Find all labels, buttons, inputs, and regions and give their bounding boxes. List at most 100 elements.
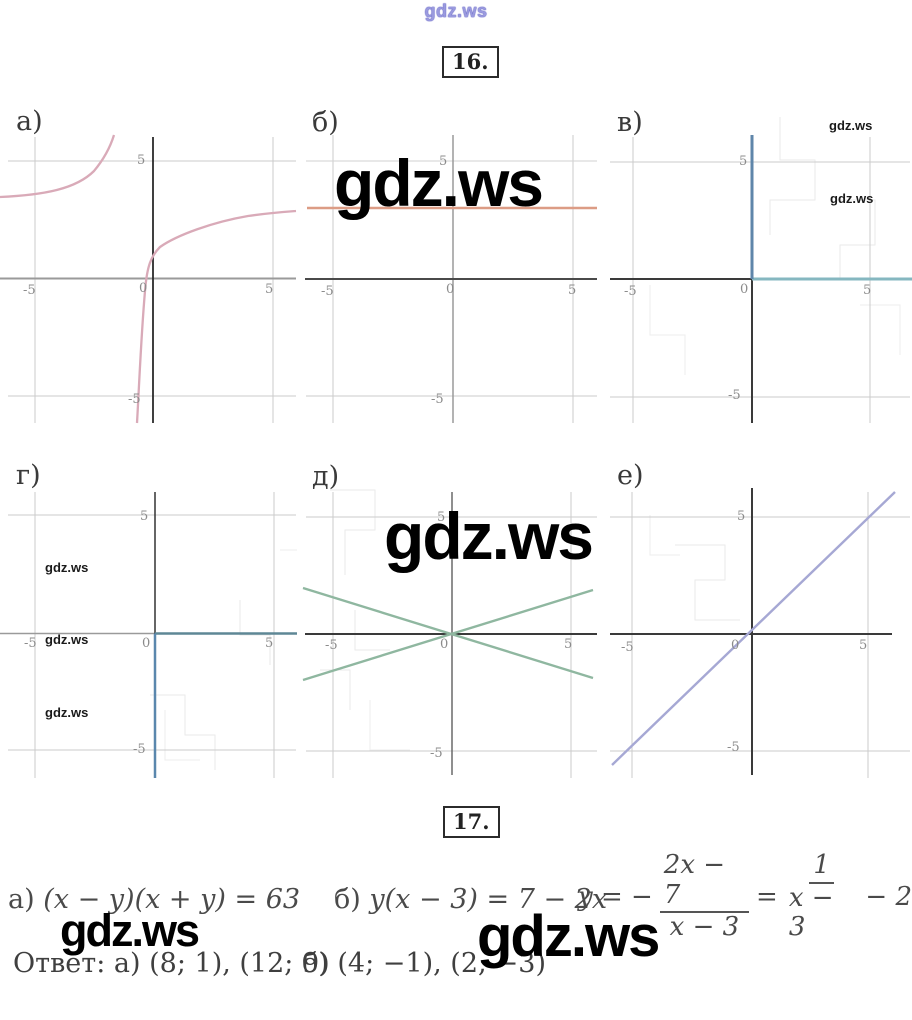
scan-artifact (330, 489, 376, 575)
graph-v-canvas (610, 117, 912, 423)
y-tick: -5 (128, 392, 141, 407)
y-tick: -5 (430, 746, 443, 761)
equation-part-b: б) y(x − 3) = 7 − 2x (334, 884, 607, 915)
line-positive-slope (302, 588, 594, 682)
scan-artifact (320, 610, 390, 710)
graph-panel-d: д) -5 0 5 5 -5 (300, 460, 612, 790)
x-tick: 5 (863, 283, 872, 298)
watermark-gdzws-small: gdz.ws (45, 705, 89, 720)
answer-prefix: Ответ: (13, 948, 106, 979)
y-tick: 5 (137, 153, 146, 168)
y-tick: -5 (728, 388, 741, 403)
fraction-1-denominator: x − 3 (669, 912, 740, 943)
answer-b-value: (4; −1), (2; −3) (337, 948, 547, 979)
y-tick: 5 (737, 509, 746, 524)
fraction-1: 2x − 7 x − 3 (659, 850, 750, 944)
answer-left: Ответ: а) (8; 1), (12; 9) (13, 948, 330, 979)
panel-label-e: е) (617, 460, 644, 491)
y-tick: 5 (140, 509, 149, 524)
x-tick: 5 (265, 636, 274, 651)
scan-artifact (164, 549, 297, 761)
curve-hyperbola-right (135, 209, 297, 424)
graph-e-canvas (610, 488, 910, 778)
x-tick: -5 (24, 636, 37, 651)
watermark-gdzws-small: gdz.ws (829, 118, 873, 133)
x-tick: -5 (621, 640, 634, 655)
x-tick: -5 (23, 283, 36, 298)
graph-panel-e: е) -5 0 5 5 -5 (610, 460, 912, 790)
x-tick: 5 (859, 638, 868, 653)
watermark-gdzws-small: gdz.ws (45, 632, 89, 647)
x-tick: -5 (624, 284, 637, 299)
equation-lhs: y = − (578, 882, 653, 912)
graph-panel-a: а) -5 0 5 5 -5 (0, 105, 297, 435)
scan-artifact (769, 117, 816, 235)
graph-panel-g: г) -5 0 5 5 -5 (0, 460, 297, 790)
equation-b-label: б) (334, 884, 361, 915)
scan-artifact (369, 700, 410, 751)
x-tick: 5 (564, 637, 573, 652)
y-tick: 5 (439, 154, 448, 169)
y-tick: 5 (739, 154, 748, 169)
x-tick: 0 (440, 637, 449, 652)
graph-g-canvas (0, 492, 297, 778)
x-tick: -5 (325, 638, 338, 653)
problem-17-number: 17. (443, 806, 500, 839)
panel-label-a: а) (16, 106, 43, 137)
scan-artifact (649, 285, 901, 375)
watermark-gdzws-bottom-left: gdz.ws (60, 905, 200, 956)
equation-a-label: а) (8, 884, 35, 915)
problem-16-number: 16. (442, 46, 499, 79)
scan-artifact (649, 515, 680, 556)
equation-tail: − 2 (865, 882, 912, 912)
fraction-1-numerator: 2x − 7 (659, 850, 750, 914)
y-tick: 5 (437, 510, 446, 525)
graph-b-canvas (305, 135, 597, 423)
answer-a-label: а) (113, 948, 141, 979)
watermark-gdzws-bottom-center: gdz.ws (477, 904, 660, 969)
watermark-gdzws-graph-b: gdz.ws (334, 146, 544, 220)
scan-artifact (239, 600, 271, 665)
answer-b-label: б) (302, 948, 329, 979)
x-tick: 5 (265, 282, 274, 297)
scan-artifact (150, 694, 216, 770)
panel-label-d: д) (312, 461, 340, 492)
watermark-gdzws-graph-d: gdz.ws (384, 499, 594, 573)
x-tick: 0 (446, 282, 455, 297)
watermark-gdzws-top: gdz.ws (424, 1, 488, 21)
fraction-2-numerator: 1 (809, 850, 834, 884)
line-y-equals-x (611, 491, 896, 766)
equation-transform: y = − 2x − 7 x − 3 = 1 x − 3 − 2 (578, 850, 912, 943)
fraction-2: 1 x − 3 (785, 850, 859, 944)
watermark-gdzws-small: gdz.ws (45, 560, 89, 575)
graph-panel-v: в) -5 0 5 5 -5 (610, 105, 912, 435)
graph-a-canvas (0, 134, 297, 424)
graph-d-canvas (302, 489, 597, 778)
scan-artifact (835, 199, 876, 280)
panel-label-b: б) (312, 107, 339, 138)
x-tick: -5 (321, 284, 334, 299)
x-tick: 0 (142, 636, 151, 651)
equation-part-a: а) (x − y)(x + y) = 63 (8, 884, 300, 915)
watermark-gdzws-small: gdz.ws (830, 191, 874, 206)
y-tick: -5 (431, 392, 444, 407)
equation-b-body: y(x − 3) = 7 − 2x (369, 884, 608, 915)
x-tick: 0 (139, 281, 148, 296)
scan-artifact (675, 544, 740, 621)
y-tick: -5 (727, 740, 740, 755)
x-tick: 0 (740, 282, 749, 297)
y-tick: -5 (133, 742, 146, 757)
line-negative-slope (302, 586, 594, 680)
equals-sign: = (756, 882, 778, 912)
graph-panel-b: б) -5 0 5 5 -5 (300, 105, 612, 435)
fraction-2-denominator: x − 3 (788, 882, 834, 943)
answer-a-value: (8; 1), (12; 9) (149, 948, 330, 979)
curve-hyperbola-left (0, 134, 116, 199)
equation-a-body: (x − y)(x + y) = 63 (43, 884, 301, 915)
panel-label-v: в) (617, 107, 643, 138)
x-tick: 5 (568, 283, 577, 298)
answer-right: б) (4; −1), (2; −3) (302, 948, 546, 979)
panel-label-g: г) (16, 460, 41, 491)
x-tick: 0 (731, 638, 740, 653)
